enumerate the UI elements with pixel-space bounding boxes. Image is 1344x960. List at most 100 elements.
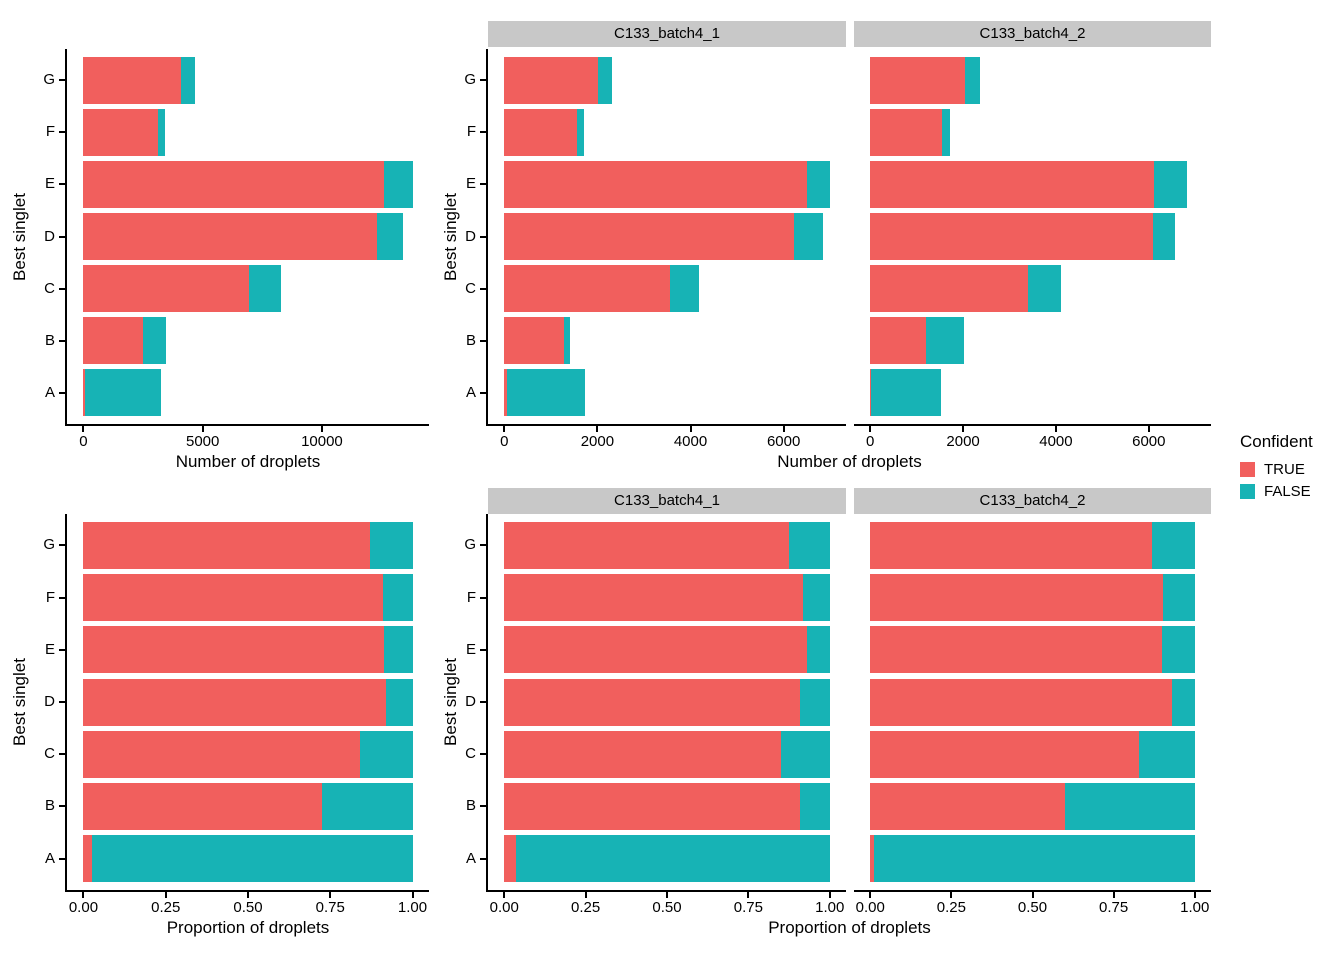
bar-segment-true: [504, 678, 801, 726]
bar-segment-true: [83, 521, 371, 569]
bar-segment-true: [870, 108, 943, 156]
x-tick-label: 4000: [1039, 433, 1073, 450]
bar-segment-true: [83, 56, 181, 104]
bar-segment-false: [806, 626, 831, 674]
category-label: E: [465, 640, 476, 658]
bar-segment-true: [870, 835, 875, 883]
bar-segment-false: [142, 317, 166, 365]
bar-segment-false: [85, 369, 162, 417]
x-tick-label: 10000: [301, 433, 343, 450]
x-tick-mark: [869, 426, 872, 432]
bar-segment-false: [799, 782, 831, 830]
bar-segment-false: [1152, 521, 1196, 569]
category-label: B: [44, 797, 55, 815]
category-label: G: [464, 536, 476, 554]
y-tick-mark: [59, 544, 65, 547]
category-label: C: [44, 279, 55, 297]
x-tick-label: 6000: [766, 433, 801, 450]
x-tick-label: 0: [866, 433, 875, 450]
x-tick-mark: [666, 892, 668, 898]
bar-segment-false: [806, 160, 831, 208]
x-tick-label: 0.50: [1017, 899, 1048, 916]
x-tick-mark: [329, 892, 332, 898]
category-label: G: [43, 71, 55, 89]
category-label: D: [465, 693, 476, 710]
bar-segment-true: [83, 782, 323, 830]
x-tick-mark: [950, 892, 953, 898]
x-tick-label: 4000: [673, 433, 708, 450]
category-label: B: [465, 331, 476, 349]
y-tick-mark: [59, 805, 65, 808]
bar-segment-true: [83, 574, 383, 622]
bar-segment-false: [384, 626, 413, 674]
category-label: D: [44, 227, 55, 245]
bar-segment-false: [1154, 160, 1187, 208]
bar-segment-false: [382, 574, 413, 622]
y-tick-mark: [480, 701, 486, 703]
bar-segment-false: [941, 108, 950, 156]
x-tick-mark: [82, 426, 85, 432]
y-axis-line: [486, 514, 488, 892]
x-tick-mark: [869, 892, 872, 898]
y-axis-line: [65, 49, 67, 426]
category-label: A: [465, 383, 476, 401]
bar-segment-false: [1161, 626, 1196, 674]
x-tick-mark: [164, 892, 167, 898]
bar-segment-true: [83, 213, 378, 260]
y-axis-line: [65, 514, 67, 892]
y-tick-mark: [480, 287, 486, 290]
bar-segment-true: [504, 108, 578, 156]
bar-segment-true: [504, 574, 804, 622]
bar-segment-true: [83, 835, 93, 883]
x-tick-label: 1.00: [815, 899, 845, 916]
bar-segment-true: [504, 213, 795, 260]
x-tick-mark: [584, 892, 587, 898]
x-tick-label: 0.75: [1099, 899, 1129, 916]
y-axis-line: [486, 49, 488, 426]
bar-segment-true: [83, 369, 86, 417]
bar-segment-false: [965, 56, 981, 104]
bar-segment-false: [780, 730, 831, 778]
bar-segment-true: [870, 730, 1140, 778]
y-tick-mark: [59, 648, 65, 651]
x-tick-label: 2000: [946, 433, 980, 450]
x-tick-mark: [962, 426, 965, 432]
x-tick-label: 6000: [1132, 433, 1166, 450]
x-tick-label: 1.00: [1180, 899, 1210, 916]
x-tick-label: 2000: [580, 433, 615, 450]
legend-title: Confident: [1240, 432, 1313, 451]
x-tick-mark: [782, 426, 785, 432]
x-tick-mark: [411, 892, 414, 898]
bar-segment-true: [83, 160, 385, 208]
bar-segment-false: [800, 678, 831, 726]
x-axis-line: [486, 424, 846, 426]
x-tick-label: 0.50: [652, 899, 682, 916]
y-tick-mark: [480, 339, 486, 342]
x-tick-mark: [247, 892, 249, 898]
x-axis-line: [854, 424, 1211, 426]
bar-segment-true: [83, 626, 385, 674]
x-axis-title: Proportion of droplets: [166, 918, 330, 937]
x-tick-label: 0.25: [151, 899, 181, 916]
x-tick-label: 0: [500, 433, 509, 450]
bar-segment-true: [504, 782, 801, 830]
bar-segment-false: [1028, 265, 1061, 313]
category-label: A: [44, 383, 55, 401]
category-label: G: [464, 71, 476, 89]
facet-strip: C133_batch4_1: [488, 488, 846, 514]
bar-segment-true: [870, 265, 1029, 313]
y-tick-mark: [59, 183, 65, 186]
category-label: C: [44, 745, 55, 763]
y-tick-mark: [480, 596, 486, 599]
bar-segment-false: [577, 108, 585, 156]
y-tick-mark: [59, 391, 65, 394]
x-tick-label: 1.00: [397, 899, 428, 916]
category-label: B: [44, 331, 55, 349]
bar-segment-false: [91, 835, 413, 883]
bar-segment-true: [504, 160, 808, 208]
